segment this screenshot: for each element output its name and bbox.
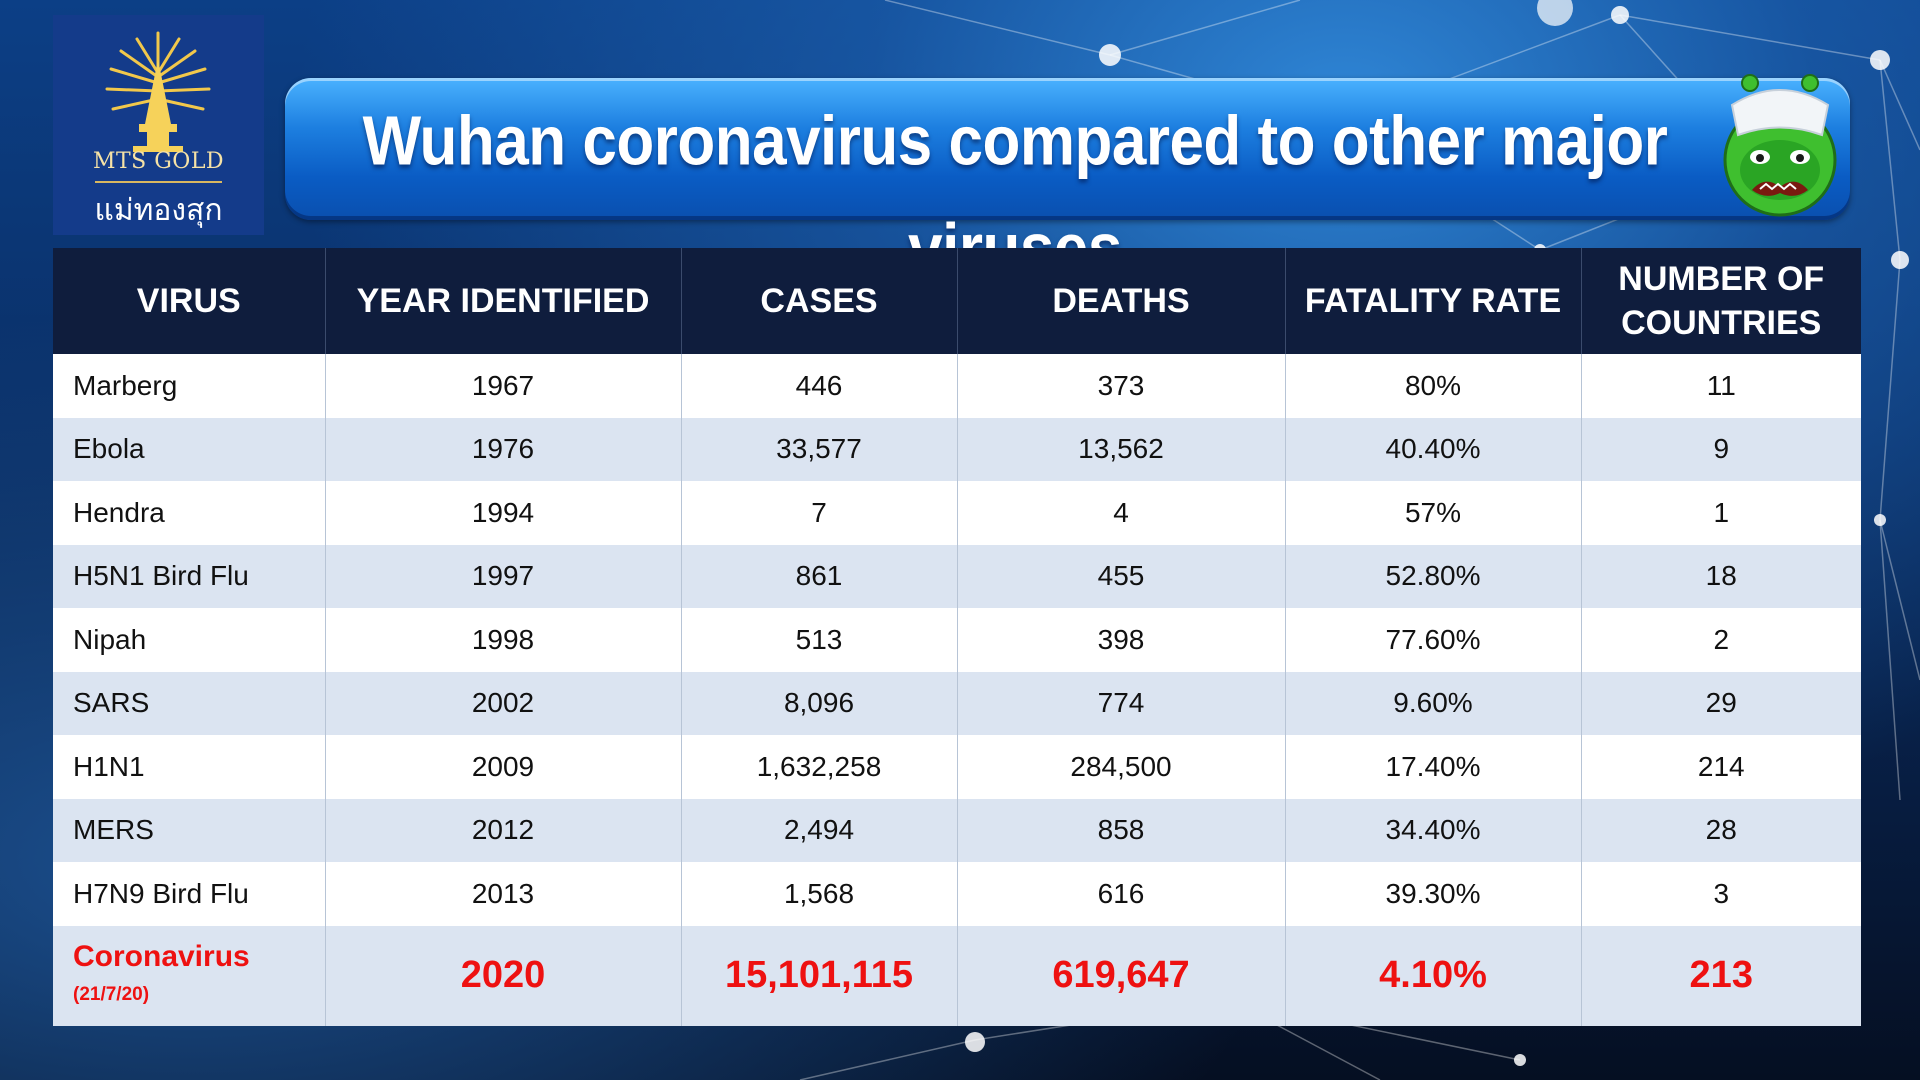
table-row: Nipah 1998 513 398 77.60% 2 bbox=[53, 608, 1861, 672]
cell-countries: 29 bbox=[1580, 671, 1861, 735]
cell-countries: 11 bbox=[1580, 354, 1861, 418]
table-header-row: VIRUS YEAR IDENTIFIED CASES DEATHS FATAL… bbox=[53, 248, 1861, 354]
cell-cases: 8,096 bbox=[680, 671, 957, 735]
cell-fatality-rate: 39.30% bbox=[1284, 862, 1581, 926]
cell-year: 2013 bbox=[324, 862, 681, 926]
cell-countries: 2 bbox=[1580, 608, 1861, 672]
cell-fatality-rate: 17.40% bbox=[1284, 735, 1581, 799]
cell-cases: 1,568 bbox=[680, 862, 957, 926]
cell-year: 1997 bbox=[324, 544, 681, 608]
cell-cases: 2,494 bbox=[680, 798, 957, 862]
cell-virus: Marberg bbox=[53, 354, 325, 418]
cell-countries: 3 bbox=[1580, 862, 1861, 926]
cell-countries: 28 bbox=[1580, 798, 1861, 862]
cell-year: 1998 bbox=[324, 608, 681, 672]
cell-countries: 9 bbox=[1580, 417, 1861, 481]
cell-deaths-highlight: 619,647 bbox=[956, 925, 1285, 1026]
cell-cases: 7 bbox=[680, 481, 957, 545]
cell-countries-highlight: 213 bbox=[1580, 925, 1861, 1026]
cell-virus: Hendra bbox=[53, 481, 325, 545]
cell-deaths: 373 bbox=[956, 354, 1285, 418]
cell-virus: Nipah bbox=[53, 608, 325, 672]
mts-gold-logo: MTS GOLD แม่ทองสุก bbox=[53, 15, 264, 235]
cell-year: 2012 bbox=[324, 798, 681, 862]
cell-deaths: 284,500 bbox=[956, 735, 1285, 799]
cell-deaths: 398 bbox=[956, 608, 1285, 672]
cell-virus-highlight: Coronavirus (21/7/20) bbox=[53, 925, 325, 1026]
header-number-of-countries: NUMBER OF COUNTRIES bbox=[1580, 248, 1861, 354]
cell-fatality-rate: 80% bbox=[1284, 354, 1581, 418]
cell-virus: H7N9 Bird Flu bbox=[53, 862, 325, 926]
table-row: H7N9 Bird Flu 2013 1,568 616 39.30% 3 bbox=[53, 862, 1861, 926]
cell-fatality-rate: 34.40% bbox=[1284, 798, 1581, 862]
cell-year-highlight: 2020 bbox=[324, 925, 681, 1026]
cell-virus: Ebola bbox=[53, 417, 325, 481]
table-row: MERS 2012 2,494 858 34.40% 28 bbox=[53, 798, 1861, 862]
cell-year: 1967 bbox=[324, 354, 681, 418]
cell-fatality-rate: 9.60% bbox=[1284, 671, 1581, 735]
cell-virus: H1N1 bbox=[53, 735, 325, 799]
table-row: Marberg 1967 446 373 80% 11 bbox=[53, 354, 1861, 418]
logo-name: MTS GOLD bbox=[92, 149, 225, 174]
logo-divider bbox=[95, 181, 222, 183]
cell-year: 1994 bbox=[324, 481, 681, 545]
highlight-virus-name: Coronavirus bbox=[73, 939, 250, 973]
golden-pagoda-logo-icon bbox=[105, 31, 211, 152]
cell-cases: 861 bbox=[680, 544, 957, 608]
cell-cases: 513 bbox=[680, 608, 957, 672]
cell-deaths: 13,562 bbox=[956, 417, 1285, 481]
cell-fatality-rate: 52.80% bbox=[1284, 544, 1581, 608]
cell-deaths: 4 bbox=[956, 481, 1285, 545]
cell-virus: SARS bbox=[53, 671, 325, 735]
table-row: H5N1 Bird Flu 1997 861 455 52.80% 18 bbox=[53, 544, 1861, 608]
cell-year: 1976 bbox=[324, 417, 681, 481]
header-year-identified: YEAR IDENTIFIED bbox=[324, 248, 681, 354]
cell-year: 2009 bbox=[324, 735, 681, 799]
cell-cases: 446 bbox=[680, 354, 957, 418]
title-banner: Wuhan coronavirus compared to other majo… bbox=[285, 78, 1850, 288]
cell-fatality-rate: 57% bbox=[1284, 481, 1581, 545]
table-row: Ebola 1976 33,577 13,562 40.40% 9 bbox=[53, 417, 1861, 481]
header-fatality-rate: FATALITY RATE bbox=[1284, 248, 1581, 354]
sick-face-emoji-icon bbox=[1723, 74, 1837, 217]
cell-fatality-rate-highlight: 4.10% bbox=[1284, 925, 1581, 1026]
virus-comparison-table: VIRUS YEAR IDENTIFIED CASES DEATHS FATAL… bbox=[53, 248, 1861, 1026]
cell-year: 2002 bbox=[324, 671, 681, 735]
highlight-date: (21/7/20) bbox=[73, 983, 150, 1005]
header-virus: VIRUS bbox=[53, 248, 325, 354]
cell-fatality-rate: 40.40% bbox=[1284, 417, 1581, 481]
cell-deaths: 616 bbox=[956, 862, 1285, 926]
table-row: Hendra 1994 7 4 57% 1 bbox=[53, 481, 1861, 545]
cell-countries: 18 bbox=[1580, 544, 1861, 608]
header-deaths: DEATHS bbox=[956, 248, 1285, 354]
cell-deaths: 455 bbox=[956, 544, 1285, 608]
cell-countries: 214 bbox=[1580, 735, 1861, 799]
logo-thai-name: แม่ทองสุก bbox=[94, 193, 223, 228]
cell-cases: 33,577 bbox=[680, 417, 957, 481]
cell-deaths: 774 bbox=[956, 671, 1285, 735]
cell-cases: 1,632,258 bbox=[680, 735, 957, 799]
cell-cases-highlight: 15,101,115 bbox=[680, 925, 957, 1026]
cell-countries: 1 bbox=[1580, 481, 1861, 545]
cell-deaths: 858 bbox=[956, 798, 1285, 862]
header-cases: CASES bbox=[680, 248, 957, 354]
cell-virus: MERS bbox=[53, 798, 325, 862]
cell-virus: H5N1 Bird Flu bbox=[53, 544, 325, 608]
cell-fatality-rate: 77.60% bbox=[1284, 608, 1581, 672]
table-row: H1N1 2009 1,632,258 284,500 17.40% 214 bbox=[53, 735, 1861, 799]
table-row: SARS 2002 8,096 774 9.60% 29 bbox=[53, 671, 1861, 735]
table-row-coronavirus-highlight: Coronavirus (21/7/20) 2020 15,101,115 61… bbox=[53, 925, 1861, 1026]
